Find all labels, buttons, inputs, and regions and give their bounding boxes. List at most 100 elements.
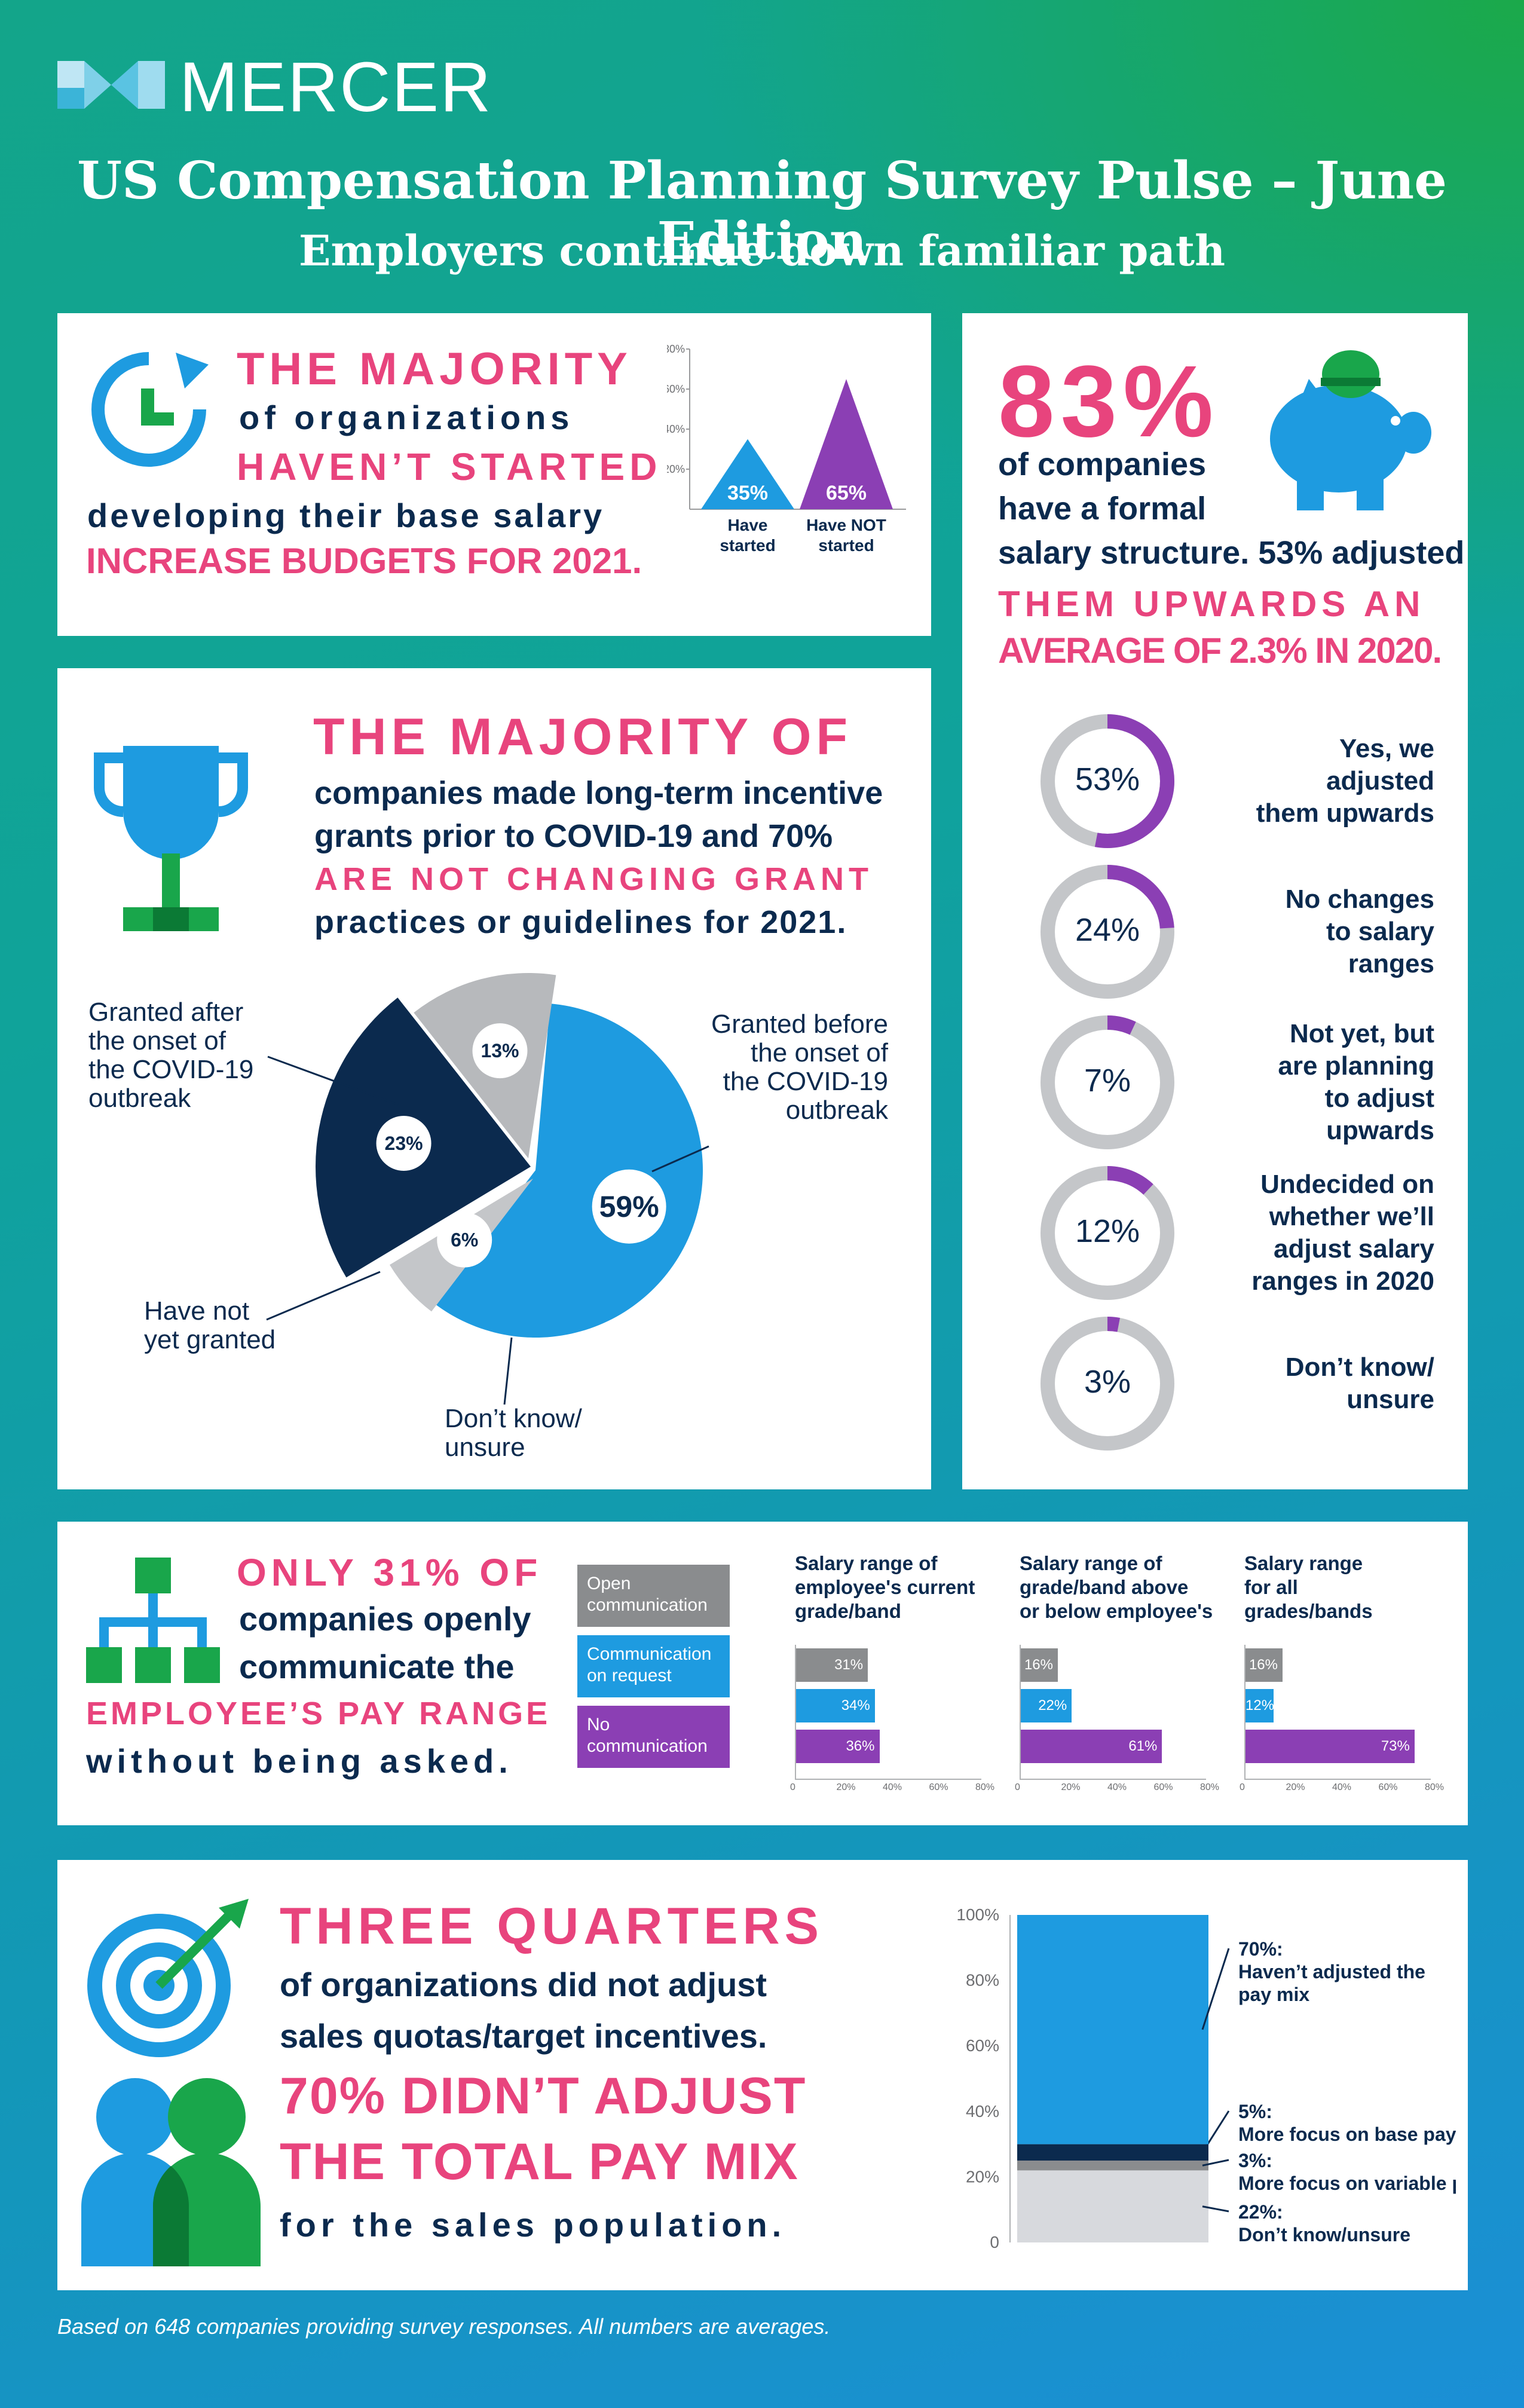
segment-leader — [1202, 2159, 1229, 2167]
ring-label-line: Yes, we — [1339, 734, 1434, 763]
panel-budget-start: THE MAJORITY of organizations HAVEN’T ST… — [57, 313, 931, 636]
ring-label: Don’t know/unsure — [1286, 1351, 1434, 1416]
callout-after: the onset of — [88, 1026, 227, 1055]
x-tick-label: 0 — [790, 1782, 795, 1792]
x-tick-label: 20% — [1286, 1782, 1305, 1792]
ring-value-arc — [1041, 1015, 1174, 1149]
people-icon — [81, 2078, 261, 2266]
segment-value-label: 70%: — [1238, 1938, 1283, 1960]
piggy-bank-icon — [1270, 350, 1431, 510]
pay-mix-segment — [1017, 2170, 1208, 2242]
ring-value: 24% — [1075, 912, 1140, 948]
segment-name-label: pay mix — [1238, 1984, 1309, 2005]
adjustment-rings — [1041, 714, 1174, 1451]
ring-label-line: Undecided on — [1260, 1170, 1434, 1199]
legend-on-request: Communication on request — [577, 1635, 730, 1697]
bar-chart-axis — [1244, 1645, 1431, 1780]
pay-mix-segment — [1017, 1915, 1208, 2144]
pie-label-bubble — [437, 1212, 492, 1268]
ring-value: 53% — [1075, 761, 1140, 797]
y-tick-label: 60% — [667, 383, 685, 395]
y-tick-label: 40% — [667, 423, 685, 435]
comm-bar: 16% — [1245, 1648, 1283, 1682]
segment-leader — [1201, 1948, 1230, 2030]
panel-lti-grants: THE MAJORITY OF companies made long-term… — [57, 668, 931, 1489]
s4-line4: EMPLOYEE’S PAY RANGE — [86, 1696, 551, 1731]
x-tick-label: 60% — [929, 1782, 948, 1792]
s5-line6: for the sales population. — [280, 2206, 787, 2244]
s2-line1: of companies — [998, 446, 1207, 482]
bar-chart-title-line: or below employee's — [1020, 1600, 1213, 1622]
brand-name: MERCER — [179, 48, 492, 127]
category-label: Have NOT — [806, 516, 886, 534]
pie-label-bubble — [376, 1116, 432, 1171]
s2-line5: AVERAGE OF 2.3% IN 2020. — [998, 631, 1442, 671]
ring-label-line: to salary — [1326, 917, 1434, 946]
pay-mix-stacked-chart: 0 20% 40% 60% 80% 100% 22%:Don’t know/unsure 3%… — [956, 1905, 1456, 2251]
s3-line5: practices or guidelines for 2021. — [314, 904, 847, 940]
category-label: started — [818, 536, 874, 555]
s5-line3: sales quotas/target incentives. — [280, 2017, 767, 2055]
ring-label-line: them upwards — [1256, 798, 1434, 828]
s4-line5: without being asked. — [86, 1742, 513, 1780]
trophy-icon — [94, 746, 248, 931]
s4-line1: ONLY 31% OF — [237, 1551, 543, 1594]
legend-open: Open communication — [577, 1565, 730, 1627]
ring-label: Undecided on whether we’ll adjust salary ra… — [1251, 1168, 1434, 1298]
bar-chart-title: Salary range of grade/band above or below … — [1020, 1552, 1213, 1623]
s2-big-stat: 83% — [998, 345, 1220, 458]
bar-chart-title-line: grade/band — [795, 1600, 901, 1622]
category-label: started — [720, 536, 775, 555]
callout-dont-know: unsure — [445, 1433, 525, 1462]
bar-chart-title-line: employee's current — [795, 1576, 975, 1598]
y-tick-label: 80% — [966, 1971, 999, 1990]
ring-value: 7% — [1084, 1063, 1131, 1099]
s4-line3: communicate the — [239, 1648, 515, 1685]
category-label: Have — [728, 516, 768, 534]
comm-bar: 31% — [796, 1648, 868, 1682]
s2-line4: THEM UPWARDS AN — [998, 584, 1425, 624]
s1-line5: INCREASE BUDGETS FOR 2021. — [86, 541, 642, 581]
callout-line — [651, 1145, 709, 1173]
y-tick-label: 20% — [667, 463, 685, 475]
comm-bar: 16% — [1021, 1648, 1058, 1682]
segment-name-label: Don’t know/unsure — [1238, 2224, 1410, 2245]
pie-data-label: 6% — [451, 1229, 478, 1251]
callout-line — [267, 1055, 399, 1106]
comm-bar: 61% — [1021, 1730, 1162, 1763]
s1-line3: HAVEN’T STARTED — [237, 445, 662, 488]
ring-label-line: adjust salary — [1273, 1234, 1434, 1263]
callout-not-yet: Have not — [144, 1296, 249, 1326]
s2-line2: have a formal — [998, 491, 1207, 527]
callout-not-yet: yet granted — [144, 1325, 276, 1354]
segment-name-label: More focus on variable pay — [1238, 2173, 1456, 2194]
pie-label-bubble — [592, 1169, 666, 1244]
s5-line5: THE TOTAL PAY MIX — [280, 2133, 799, 2190]
x-tick-label: 80% — [975, 1782, 995, 1792]
pay-mix-segment — [1017, 2161, 1208, 2171]
ring-label-line: ranges in 2020 — [1251, 1266, 1434, 1296]
segment-value-label: 3%: — [1238, 2150, 1272, 2171]
x-tick-label: 60% — [1153, 1782, 1173, 1792]
comm-bar: 73% — [1245, 1730, 1415, 1763]
segment-value-label: 22%: — [1238, 2201, 1283, 2223]
s3-line3: grants prior to COVID-19 and 70% — [314, 818, 833, 854]
callout-line — [503, 1337, 513, 1405]
ring-label: Not yet, but are planning to adjust upwards — [1278, 1018, 1434, 1147]
callout-after: the COVID-19 — [88, 1055, 253, 1084]
x-tick-label: 0 — [1015, 1782, 1020, 1792]
callout-line — [266, 1271, 381, 1321]
x-tick-label: 40% — [883, 1782, 902, 1792]
x-tick-label: 40% — [1107, 1782, 1127, 1792]
budget-start-chart: 20% 40% 60% 80% 35% Have started 65% Have NOT st… — [667, 343, 906, 555]
s3-line1: THE MAJORITY OF — [313, 708, 853, 766]
pie-label-bubble — [472, 1023, 528, 1079]
bar-chart-axis — [1020, 1645, 1206, 1780]
segment-leader — [1201, 2110, 1230, 2153]
ring-label-line: Don’t know/ — [1285, 1353, 1434, 1382]
ring-label-line: whether we’ll — [1269, 1202, 1434, 1231]
s4-line2: companies openly — [239, 1600, 531, 1638]
ring-value-arc — [1041, 1166, 1174, 1300]
ring-value-arc — [1041, 714, 1174, 848]
comm-bar: 34% — [796, 1689, 875, 1722]
